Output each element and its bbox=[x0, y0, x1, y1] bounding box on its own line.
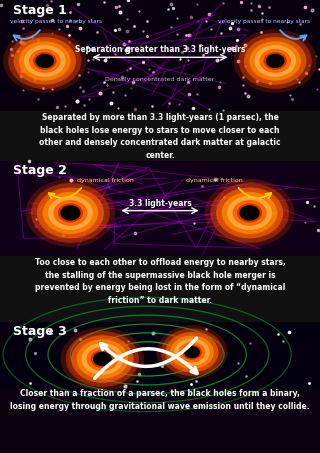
Ellipse shape bbox=[91, 350, 114, 368]
Ellipse shape bbox=[165, 332, 219, 372]
Ellipse shape bbox=[254, 45, 296, 77]
Ellipse shape bbox=[26, 179, 115, 247]
Bar bbox=[0, 256, 320, 322]
Text: Closer than a fraction of a parsec, the black holes form a binary,
losing energy: Closer than a fraction of a parsec, the … bbox=[10, 389, 310, 410]
Text: Stage 2: Stage 2 bbox=[13, 164, 67, 178]
Ellipse shape bbox=[170, 336, 214, 369]
Ellipse shape bbox=[249, 41, 301, 81]
Ellipse shape bbox=[234, 29, 317, 93]
Text: Separated by more than 3.3 light-years (1 parsec), the
black holes lose energy t: Separated by more than 3.3 light-years (… bbox=[39, 113, 281, 160]
Ellipse shape bbox=[61, 327, 144, 390]
Ellipse shape bbox=[239, 205, 260, 221]
Ellipse shape bbox=[266, 54, 284, 68]
Ellipse shape bbox=[76, 339, 128, 379]
Bar bbox=[0, 322, 320, 387]
Ellipse shape bbox=[3, 29, 86, 93]
Ellipse shape bbox=[82, 343, 123, 375]
Ellipse shape bbox=[233, 200, 267, 226]
Ellipse shape bbox=[37, 188, 104, 238]
Bar bbox=[0, 161, 320, 256]
Bar bbox=[0, 0, 320, 111]
Ellipse shape bbox=[179, 342, 205, 362]
Ellipse shape bbox=[53, 200, 87, 226]
Ellipse shape bbox=[182, 345, 202, 360]
Ellipse shape bbox=[60, 205, 81, 221]
Ellipse shape bbox=[14, 37, 76, 85]
Ellipse shape bbox=[222, 192, 277, 234]
Text: dynamical friction: dynamical friction bbox=[77, 178, 133, 183]
Ellipse shape bbox=[71, 335, 134, 383]
Ellipse shape bbox=[227, 196, 272, 230]
Ellipse shape bbox=[58, 203, 83, 222]
Ellipse shape bbox=[237, 203, 262, 222]
Ellipse shape bbox=[29, 49, 60, 73]
Ellipse shape bbox=[19, 41, 71, 81]
Ellipse shape bbox=[66, 331, 139, 387]
Ellipse shape bbox=[210, 183, 289, 243]
Ellipse shape bbox=[43, 192, 98, 234]
Ellipse shape bbox=[216, 188, 283, 238]
Text: Stage 1: Stage 1 bbox=[13, 4, 67, 17]
Text: Separation greater than 3.3 light-years: Separation greater than 3.3 light-years bbox=[75, 45, 245, 53]
Text: velocity passes to nearby stars: velocity passes to nearby stars bbox=[10, 19, 102, 24]
Ellipse shape bbox=[93, 352, 112, 366]
Ellipse shape bbox=[205, 179, 294, 247]
Text: 3.3 light-years: 3.3 light-years bbox=[129, 199, 191, 208]
Ellipse shape bbox=[264, 52, 287, 70]
Ellipse shape bbox=[174, 339, 210, 366]
Text: velocity passes to nearby stars: velocity passes to nearby stars bbox=[218, 19, 310, 24]
Ellipse shape bbox=[244, 37, 307, 85]
Text: Too close to each other to offload energy to nearby stars,
the stalling of the s: Too close to each other to offload energ… bbox=[35, 258, 285, 305]
Ellipse shape bbox=[48, 196, 93, 230]
Ellipse shape bbox=[31, 183, 110, 243]
Text: Densely concentrated dark matter: Densely concentrated dark matter bbox=[105, 77, 215, 82]
Bar bbox=[0, 387, 320, 453]
Ellipse shape bbox=[239, 33, 312, 89]
Ellipse shape bbox=[24, 45, 66, 77]
Ellipse shape bbox=[36, 54, 54, 68]
Ellipse shape bbox=[87, 347, 118, 371]
Text: Stage 3: Stage 3 bbox=[13, 325, 67, 338]
Ellipse shape bbox=[260, 49, 291, 73]
Ellipse shape bbox=[33, 52, 56, 70]
Ellipse shape bbox=[161, 328, 223, 376]
Ellipse shape bbox=[184, 346, 200, 358]
Ellipse shape bbox=[157, 325, 228, 379]
Bar bbox=[0, 111, 320, 161]
Ellipse shape bbox=[8, 33, 81, 89]
Text: dynamical friction: dynamical friction bbox=[187, 178, 243, 183]
